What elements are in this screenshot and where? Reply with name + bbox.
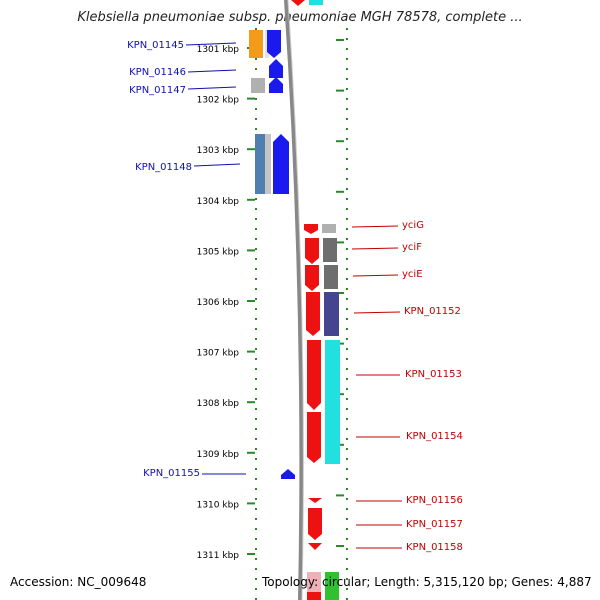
tick-label: 1303 kbp bbox=[197, 146, 240, 156]
cog-box-top-cyan bbox=[309, 0, 323, 5]
label-kpn01154[interactable]: KPN_01154 bbox=[406, 431, 463, 442]
cog-box-ycif bbox=[323, 238, 337, 262]
tick-label: 1306 kbp bbox=[197, 298, 240, 308]
label-ycie[interactable]: yciE bbox=[402, 269, 423, 280]
label-kpn01157[interactable]: KPN_01157 bbox=[406, 519, 463, 530]
cog-box-silver bbox=[265, 134, 271, 194]
tick-label: 1308 kbp bbox=[197, 399, 240, 409]
gene-ycig[interactable] bbox=[304, 224, 318, 234]
tick-label: 1309 kbp bbox=[197, 450, 240, 460]
backbone-arc-highlight bbox=[287, 0, 304, 600]
tick-label: 1302 kbp bbox=[197, 96, 240, 106]
cog-box-orange bbox=[249, 30, 263, 58]
gene-kpn01156[interactable] bbox=[308, 498, 322, 503]
leader-lines-right bbox=[351, 225, 402, 549]
label-kpn01152[interactable]: KPN_01152 bbox=[404, 306, 461, 317]
label-kpn01158[interactable]: KPN_01158 bbox=[406, 542, 463, 553]
gene-kpn01153[interactable] bbox=[307, 340, 321, 410]
cog-box-kpn01153 bbox=[325, 340, 340, 464]
gene-kpn01154[interactable] bbox=[307, 412, 321, 463]
map-title: Klebsiella pneumoniae subsp. pneumoniae … bbox=[77, 10, 523, 25]
cog-box-ycie bbox=[324, 265, 338, 289]
cog-box-ycig bbox=[322, 224, 336, 233]
gene-kpn-top[interactable] bbox=[291, 0, 305, 6]
label-kpn01146[interactable]: KPN_01146 bbox=[129, 67, 186, 78]
gene-bottom-red bbox=[307, 592, 321, 600]
tick-label: 1310 kbp bbox=[197, 500, 240, 510]
gene-kpn01146[interactable] bbox=[269, 59, 283, 78]
gene-kpn01147[interactable] bbox=[269, 77, 283, 93]
gene-kpn01155[interactable] bbox=[281, 469, 295, 479]
label-ycif[interactable]: yciF bbox=[402, 242, 422, 253]
tick-labels: 1301 kbp 1302 kbp 1303 kbp 1304 kbp 1305 kbp… bbox=[197, 45, 240, 561]
gene-kpn01148[interactable] bbox=[273, 134, 289, 194]
cog-box-bottom-green bbox=[325, 572, 339, 600]
label-kpn01155[interactable]: KPN_01155 bbox=[143, 468, 200, 479]
tick-label: 1305 kbp bbox=[197, 247, 240, 257]
gene-kpn01158[interactable] bbox=[308, 543, 322, 550]
cog-box-gray bbox=[251, 78, 265, 93]
topology-label: Topology: circular; Length: 5,315,120 bp… bbox=[262, 575, 592, 589]
cog-box-kpn01152 bbox=[324, 292, 339, 336]
label-kpn01145[interactable]: KPN_01145 bbox=[127, 40, 184, 51]
label-kpn01153[interactable]: KPN_01153 bbox=[405, 369, 462, 380]
label-ycig[interactable]: yciG bbox=[402, 220, 424, 231]
gene-ycif[interactable] bbox=[305, 238, 319, 264]
tick-label: 1304 kbp bbox=[197, 197, 240, 207]
cog-box-steelblue bbox=[255, 134, 265, 194]
label-kpn01147[interactable]: KPN_01147 bbox=[129, 85, 186, 96]
tick-label: 1311 kbp bbox=[197, 551, 240, 561]
leader-lines-left bbox=[185, 42, 246, 475]
gene-kpn01152[interactable] bbox=[306, 292, 320, 336]
gene-kpn01145[interactable] bbox=[267, 30, 281, 58]
accession-label: Accession: NC_009648 bbox=[10, 575, 147, 589]
tick-label: 1301 kbp bbox=[197, 45, 240, 55]
backbone-arc bbox=[284, 0, 304, 600]
label-kpn01156[interactable]: KPN_01156 bbox=[406, 495, 463, 506]
gene-kpn01157[interactable] bbox=[308, 508, 322, 540]
tick-label: 1307 kbp bbox=[197, 349, 240, 359]
gene-ycie[interactable] bbox=[305, 265, 319, 291]
label-kpn01148[interactable]: KPN_01148 bbox=[135, 162, 192, 173]
